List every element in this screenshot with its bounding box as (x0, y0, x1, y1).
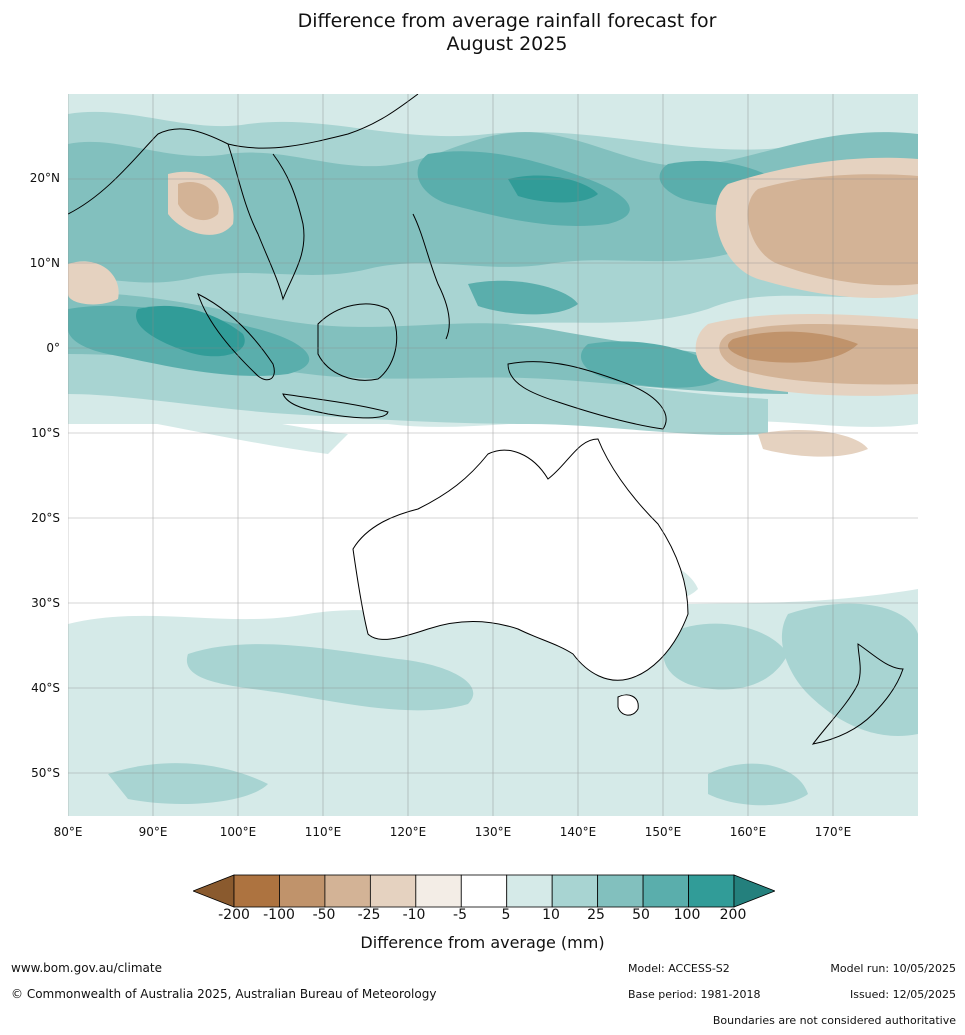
lat-label-20n: 20°N (29, 171, 60, 185)
tasmania-outline (617, 694, 639, 716)
contours-neg50 (728, 331, 858, 363)
lat-label-10s: 10°S (31, 426, 60, 440)
colorbar-swatch (279, 874, 326, 908)
borneo-outline (317, 303, 398, 381)
footer-model-run: Model run: 10/05/2025 (830, 962, 956, 975)
map-title: Difference from average rainfall forecas… (0, 10, 965, 56)
colorbar-swatch (460, 874, 508, 908)
footer-copyright: © Commonwealth of Australia 2025, Austra… (11, 987, 437, 1001)
lon-label-90e: 90°E (138, 825, 168, 839)
contours-200 (136, 175, 598, 357)
colorbar-tick: 5 (501, 907, 511, 923)
lat-label-0: 0° (46, 341, 60, 355)
colorbar-tick: 25 (587, 907, 605, 923)
lon-label-140e: 140°E (559, 825, 597, 839)
australia-outline (352, 438, 689, 681)
lon-label-100e: 100°E (219, 825, 257, 839)
sumatra-outline (197, 293, 275, 381)
colorbar-extend-high (733, 874, 775, 908)
lon-label-110e: 110°E (304, 825, 342, 839)
footer-issued: Issued: 12/05/2025 (849, 988, 956, 1001)
gridlines (68, 94, 918, 816)
colorbar-tick: -200 (218, 907, 250, 923)
philippines-outline (412, 213, 450, 340)
colorbar-tick: -25 (357, 907, 381, 923)
footer-model: Model: ACCESS-S2 (628, 962, 730, 975)
colorbar-swatch (233, 874, 280, 908)
lon-label-130e: 130°E (474, 825, 512, 839)
colorbar-tick: 50 (632, 907, 650, 923)
lon-label-80e: 80°E (53, 825, 83, 839)
java-outline (282, 393, 389, 419)
colorbar (193, 874, 775, 908)
lat-label-20s: 20°S (31, 511, 60, 525)
title-line-1: Difference from average rainfall forecas… (297, 10, 717, 32)
rainfall-map (68, 94, 918, 816)
colorbar-tick: 10 (542, 907, 560, 923)
lat-label-40s: 40°S (31, 681, 60, 695)
footer-url: www.bom.gov.au/climate (11, 961, 162, 975)
footer-disclaimer: Boundaries are not considered authoritat… (712, 1014, 956, 1027)
colorbar-extend-low (193, 874, 235, 908)
colorbar-swatch (688, 874, 735, 908)
lat-label-30s: 30°S (31, 596, 60, 610)
lon-label-150e: 150°E (644, 825, 682, 839)
lon-label-120e: 120°E (389, 825, 427, 839)
colorbar-tick: -100 (263, 907, 295, 923)
footer-base-period: Base period: 1981-2018 (628, 988, 761, 1001)
new-zealand-outline (811, 643, 904, 745)
colorbar-tick: 100 (673, 907, 701, 923)
colorbar-tick: -10 (402, 907, 426, 923)
lat-label-50s: 50°S (31, 766, 60, 780)
colorbar-swatch (597, 874, 644, 908)
map-canvas (68, 94, 918, 816)
colorbar-swatch (506, 874, 553, 908)
lon-label-160e: 160°E (729, 825, 767, 839)
indochina-outline (227, 143, 305, 301)
colorbar-tick: 200 (719, 907, 747, 923)
lon-label-170e: 170°E (814, 825, 852, 839)
colorbar-swatch (642, 874, 689, 908)
title-line-2: August 2025 (446, 33, 568, 55)
colorbar-tick: -50 (312, 907, 336, 923)
colorbar-swatch (415, 874, 462, 908)
lat-label-10n: 10°N (29, 256, 60, 270)
colorbar-swatch (551, 874, 599, 908)
colorbar-swatch (369, 874, 417, 908)
colorbar-swatch (324, 874, 371, 908)
colorbar-tick: -5 (453, 907, 467, 923)
colorbar-label: Difference from average (mm) (360, 933, 605, 952)
